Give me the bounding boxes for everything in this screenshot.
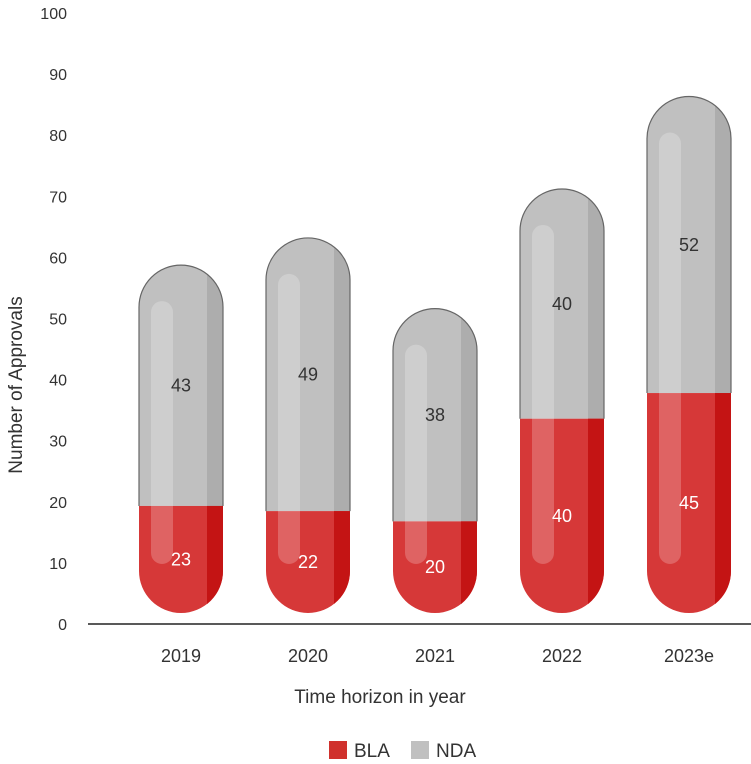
data-label-nda: 43: [171, 376, 191, 396]
y-tick-label: 90: [49, 67, 67, 84]
x-tick-label: 2019: [161, 646, 201, 666]
bar-bla-shade: [461, 521, 477, 613]
x-tick-label: 2023e: [664, 646, 714, 666]
x-tick-label: 2021: [415, 646, 455, 666]
legend: BLA NDA: [329, 741, 476, 762]
data-label-bla: 45: [679, 493, 699, 513]
data-label-nda: 49: [298, 364, 318, 384]
bar-bla-shade: [588, 418, 604, 613]
capsule-outline: [392, 308, 478, 522]
y-axis-ticks: 0 10 20 30 40 50 60 70 80 90 100: [40, 6, 67, 634]
capsule-highlight: [659, 132, 681, 565]
capsule-highlight: [278, 273, 300, 564]
capsule-2022: 40 40: [519, 188, 605, 613]
x-tick-label: 2020: [288, 646, 328, 666]
bar-nda-shade: [461, 308, 477, 522]
data-label-bla: 22: [298, 552, 318, 572]
y-tick-label: 20: [49, 495, 67, 512]
bar-nda-shade: [207, 265, 223, 506]
capsule-outline: [519, 188, 605, 419]
bar-bla-shade: [207, 505, 223, 613]
capsule-highlight: [405, 344, 427, 564]
capsule-2019: 43 23: [138, 264, 224, 613]
bar-nda-shade: [715, 96, 731, 394]
data-label-bla: 23: [171, 549, 191, 569]
capsule-highlight: [151, 301, 173, 564]
y-tick-label: 70: [49, 189, 67, 206]
x-axis-ticks: 2019 2020 2021 2022 2023e: [161, 646, 714, 666]
capsule-outline: [138, 264, 224, 506]
capsule-2020: 49 22: [265, 237, 351, 613]
bar-bla-shade: [334, 511, 350, 613]
y-tick-label: 60: [49, 250, 67, 267]
x-axis-title: Time horizon in year: [294, 687, 466, 708]
bar-nda-shade: [334, 237, 350, 512]
bar-bla-shade: [715, 393, 731, 613]
data-label-nda: 38: [425, 405, 445, 425]
bar-nda-shade: [588, 188, 604, 419]
legend-swatch-nda: [411, 741, 429, 759]
data-label-nda: 40: [552, 294, 572, 314]
y-tick-label: 40: [49, 373, 67, 390]
capsule-outline: [646, 96, 732, 394]
y-tick-label: 80: [49, 128, 67, 145]
capsule-2021: 38 20: [392, 308, 478, 613]
y-tick-label: 0: [58, 617, 67, 634]
data-label-nda: 52: [679, 235, 699, 255]
capsule-highlight: [532, 224, 554, 564]
data-label-bla: 20: [425, 557, 445, 577]
y-tick-label: 100: [40, 6, 67, 23]
y-tick-label: 10: [49, 556, 67, 573]
x-tick-label: 2022: [542, 646, 582, 666]
y-tick-label: 30: [49, 434, 67, 451]
capsule-2023e: 52 45: [646, 96, 732, 613]
bars: 43 23 49 22 38 20 40 40 52 45: [138, 96, 732, 613]
data-label-bla: 40: [552, 506, 572, 526]
capsule-outline: [265, 237, 351, 512]
y-axis-title: Number of Approvals: [6, 296, 27, 473]
y-tick-label: 50: [49, 312, 67, 329]
legend-label-nda: NDA: [436, 741, 476, 762]
legend-label-bla: BLA: [354, 741, 390, 762]
legend-swatch-bla: [329, 741, 347, 759]
